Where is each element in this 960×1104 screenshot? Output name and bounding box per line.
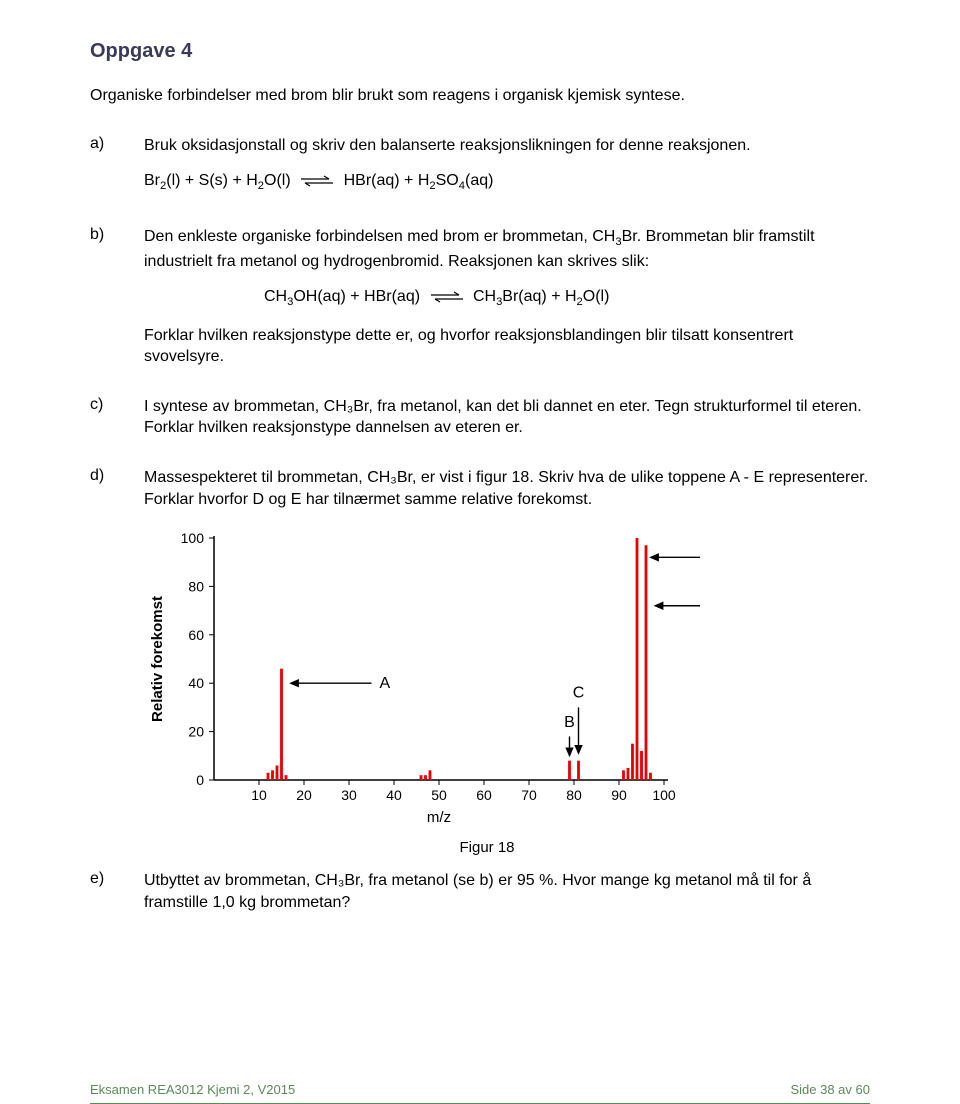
svg-text:100: 100 <box>181 530 205 546</box>
svg-text:Relativ forekomst: Relativ forekomst <box>149 596 166 722</box>
mass-spectrum-chart: 10 20 30 40 50 60 70 80 90 100 0 20 40 60 80 100 m/z Rela… <box>144 528 870 856</box>
subpart-b-content: Den enkleste organiske forbindelsen med … <box>144 226 870 367</box>
subpart-c: c) I syntese av brommetan, CH₃Br, fra me… <box>90 396 870 439</box>
svg-text:40: 40 <box>188 675 204 691</box>
subpart-a-content: Bruk oksidasjonstall og skriv den balans… <box>144 135 870 199</box>
svg-text:30: 30 <box>341 787 357 803</box>
subpart-d-label: d) <box>90 467 144 510</box>
svg-text:0: 0 <box>196 772 204 788</box>
subpart-a: a) Bruk oksidasjonstall og skriv den bal… <box>90 135 870 199</box>
task-intro: Organiske forbindelser med brom blir bru… <box>90 85 870 107</box>
footer-left: Eksamen REA3012 Kjemi 2, V2015 <box>90 1082 295 1097</box>
svg-text:100: 100 <box>652 787 676 803</box>
subpart-d: d) Massespekteret til brommetan, CH₃Br, … <box>90 467 870 510</box>
equilibrium-arrow-icon <box>299 174 335 188</box>
subpart-b-text2: Forklar hvilken reaksjonstype dette er, … <box>144 327 793 366</box>
equilibrium-arrow-icon <box>429 290 465 304</box>
svg-text:B: B <box>564 714 575 731</box>
page-footer: Eksamen REA3012 Kjemi 2, V2015 Side 38 a… <box>90 1082 870 1097</box>
subpart-a-label: a) <box>90 135 144 199</box>
svg-text:60: 60 <box>188 627 204 643</box>
svg-text:40: 40 <box>386 787 402 803</box>
exam-page: Oppgave 4 Organiske forbindelser med bro… <box>0 0 960 1103</box>
svg-text:C: C <box>573 685 585 702</box>
footer-right: Side 38 av 60 <box>790 1082 870 1097</box>
figure-caption: Figur 18 <box>104 839 870 856</box>
subpart-b: b) Den enkleste organiske forbindelsen m… <box>90 226 870 367</box>
spectrum-svg: 10 20 30 40 50 60 70 80 90 100 0 20 40 60 80 100 m/z Rela… <box>144 528 704 828</box>
svg-text:80: 80 <box>566 787 582 803</box>
subpart-e-label: e) <box>90 870 144 913</box>
subpart-d-text: Massespekteret til brommetan, CH₃Br, er … <box>144 467 870 510</box>
svg-text:20: 20 <box>188 724 204 740</box>
equation-2: CH3OH(aq) + HBr(aq) CH3Br(aq) + H2O(l) <box>264 286 870 310</box>
subpart-b-label: b) <box>90 226 144 367</box>
svg-text:m/z: m/z <box>427 809 451 826</box>
subpart-b-text1: Den enkleste organiske forbindelsen med … <box>144 228 815 269</box>
subpart-c-text: I syntese av brommetan, CH₃Br, fra metan… <box>144 396 870 439</box>
svg-text:A: A <box>380 675 391 692</box>
svg-text:10: 10 <box>251 787 267 803</box>
subpart-c-label: c) <box>90 396 144 439</box>
svg-text:90: 90 <box>611 787 627 803</box>
subpart-a-text: Bruk oksidasjonstall og skriv den balans… <box>144 137 751 154</box>
svg-text:60: 60 <box>476 787 492 803</box>
equation-1: Br2(l) + S(s) + H2O(l) HBr(aq) + H2SO4(a… <box>144 170 870 194</box>
task-heading: Oppgave 4 <box>90 40 870 63</box>
svg-text:80: 80 <box>188 579 204 595</box>
subpart-e-text: Utbyttet av brommetan, CH₃Br, fra metano… <box>144 870 870 913</box>
svg-text:70: 70 <box>521 787 537 803</box>
svg-text:20: 20 <box>296 787 312 803</box>
svg-text:50: 50 <box>431 787 447 803</box>
subpart-e: e) Utbyttet av brommetan, CH₃Br, fra met… <box>90 870 870 913</box>
